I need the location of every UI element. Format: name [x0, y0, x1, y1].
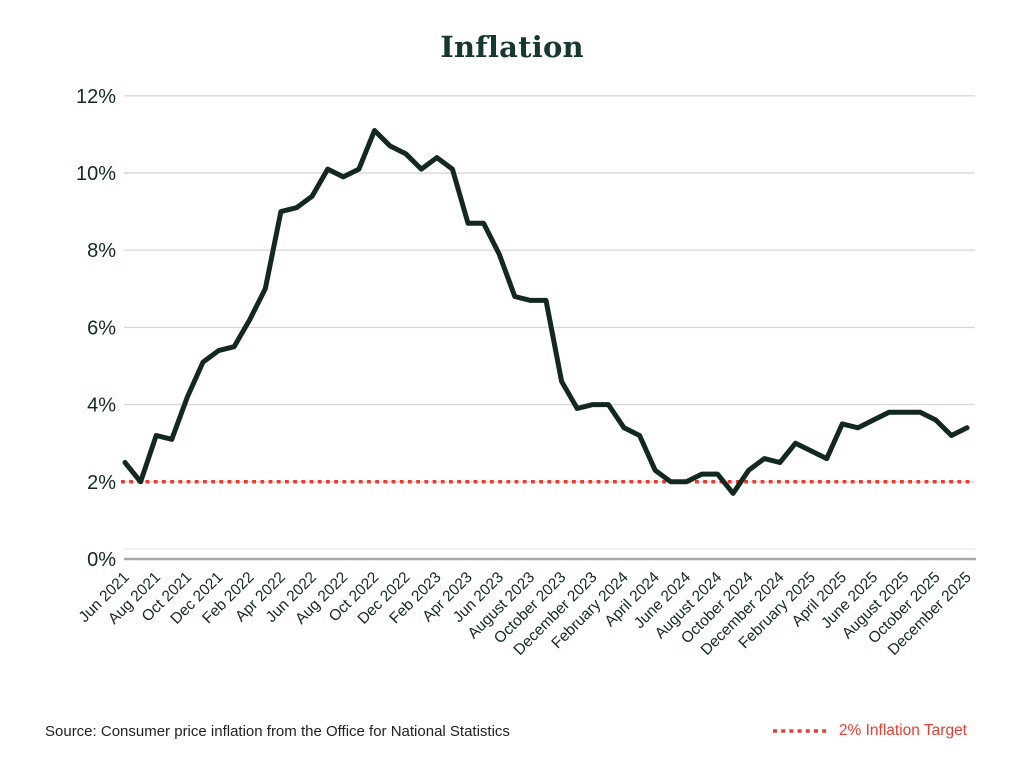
- y-axis-label: 2%: [87, 472, 116, 494]
- y-axis-label: 4%: [87, 395, 116, 417]
- dotted-line-icon: [772, 729, 827, 733]
- y-axis-label: 12%: [76, 86, 116, 108]
- y-axis-label: 10%: [76, 163, 116, 185]
- legend-target: 2% Inflation Target: [771, 722, 967, 740]
- chart-footer: Source: Consumer price inflation from th…: [45, 722, 967, 740]
- chart-title: Inflation: [440, 30, 584, 64]
- source-note: Source: Consumer price inflation from th…: [45, 722, 510, 740]
- y-axis-label: 0%: [87, 549, 116, 571]
- y-axis-label: 8%: [87, 240, 116, 262]
- inflation-line: [122, 128, 970, 496]
- y-axis-label: 6%: [87, 317, 116, 339]
- legend-label: 2% Inflation Target: [838, 722, 967, 739]
